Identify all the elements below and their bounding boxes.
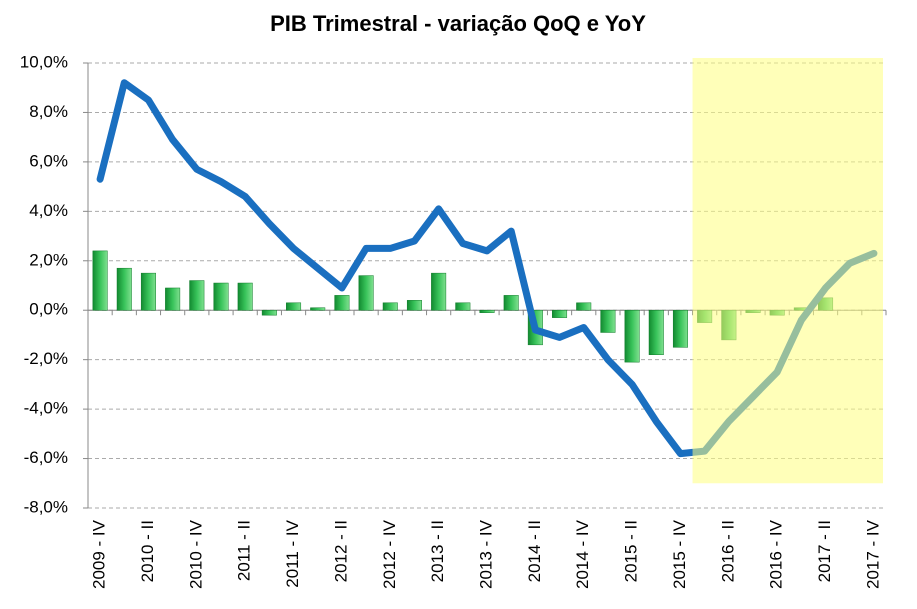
bar (503, 295, 519, 311)
bar (213, 282, 229, 311)
y-tick-label: 2,0% (29, 250, 68, 269)
y-tick-label: 10,0% (20, 52, 68, 71)
bar (600, 309, 616, 333)
bar (189, 280, 205, 311)
y-tick-label: 4,0% (29, 201, 68, 220)
x-tick-label: 2013 - IV (476, 519, 495, 589)
y-tick-label: -2,0% (24, 349, 68, 368)
bar (310, 307, 326, 311)
chart-title: PIB Trimestral - variação QoQ e YoY (270, 11, 646, 36)
x-tick-label: 2016 - II (718, 520, 737, 582)
y-tick-label: -6,0% (24, 448, 68, 467)
x-tick-label: 2015 - II (622, 520, 641, 582)
bar (165, 287, 181, 311)
y-tick-label: 8,0% (29, 102, 68, 121)
x-tick-label: 2010 - II (138, 520, 157, 582)
x-tick-label: 2017 - II (815, 520, 834, 582)
x-tick-label: 2012 - IV (380, 519, 399, 589)
bar (672, 309, 688, 348)
x-tick-label: 2015 - IV (670, 519, 689, 589)
bar (140, 272, 156, 311)
y-tick-label: -8,0% (24, 497, 68, 516)
bar (237, 282, 253, 311)
x-tick-label: 2011 - II (235, 520, 254, 581)
bar (455, 302, 471, 311)
x-tick-label: 2010 - IV (186, 519, 205, 589)
x-tick-label: 2014 - IV (573, 519, 592, 589)
bar (576, 302, 592, 311)
bar (479, 309, 495, 313)
bar (334, 295, 350, 311)
bar (552, 309, 568, 318)
bar (431, 272, 447, 311)
bar (624, 309, 640, 363)
bar (261, 309, 277, 316)
x-tick-label: 2009 - IV (90, 519, 109, 589)
bar (286, 302, 302, 311)
bar (116, 267, 132, 311)
bar (382, 302, 398, 311)
x-tick-label: 2012 - II (331, 520, 350, 582)
x-tick-label: 2016 - IV (767, 519, 786, 589)
highlight (692, 58, 883, 484)
bar (92, 250, 108, 311)
bar (406, 300, 422, 311)
x-tick-label: 2017 - IV (863, 519, 882, 589)
y-tick-label: 0,0% (29, 300, 68, 319)
x-tick-label: 2011 - IV (283, 519, 302, 587)
bar (648, 309, 664, 355)
x-tick-label: 2014 - II (525, 520, 544, 582)
y-tick-label: 6,0% (29, 151, 68, 170)
bar (358, 275, 374, 311)
y-tick-label: -4,0% (24, 399, 68, 418)
x-tick-label: 2013 - II (428, 520, 447, 582)
